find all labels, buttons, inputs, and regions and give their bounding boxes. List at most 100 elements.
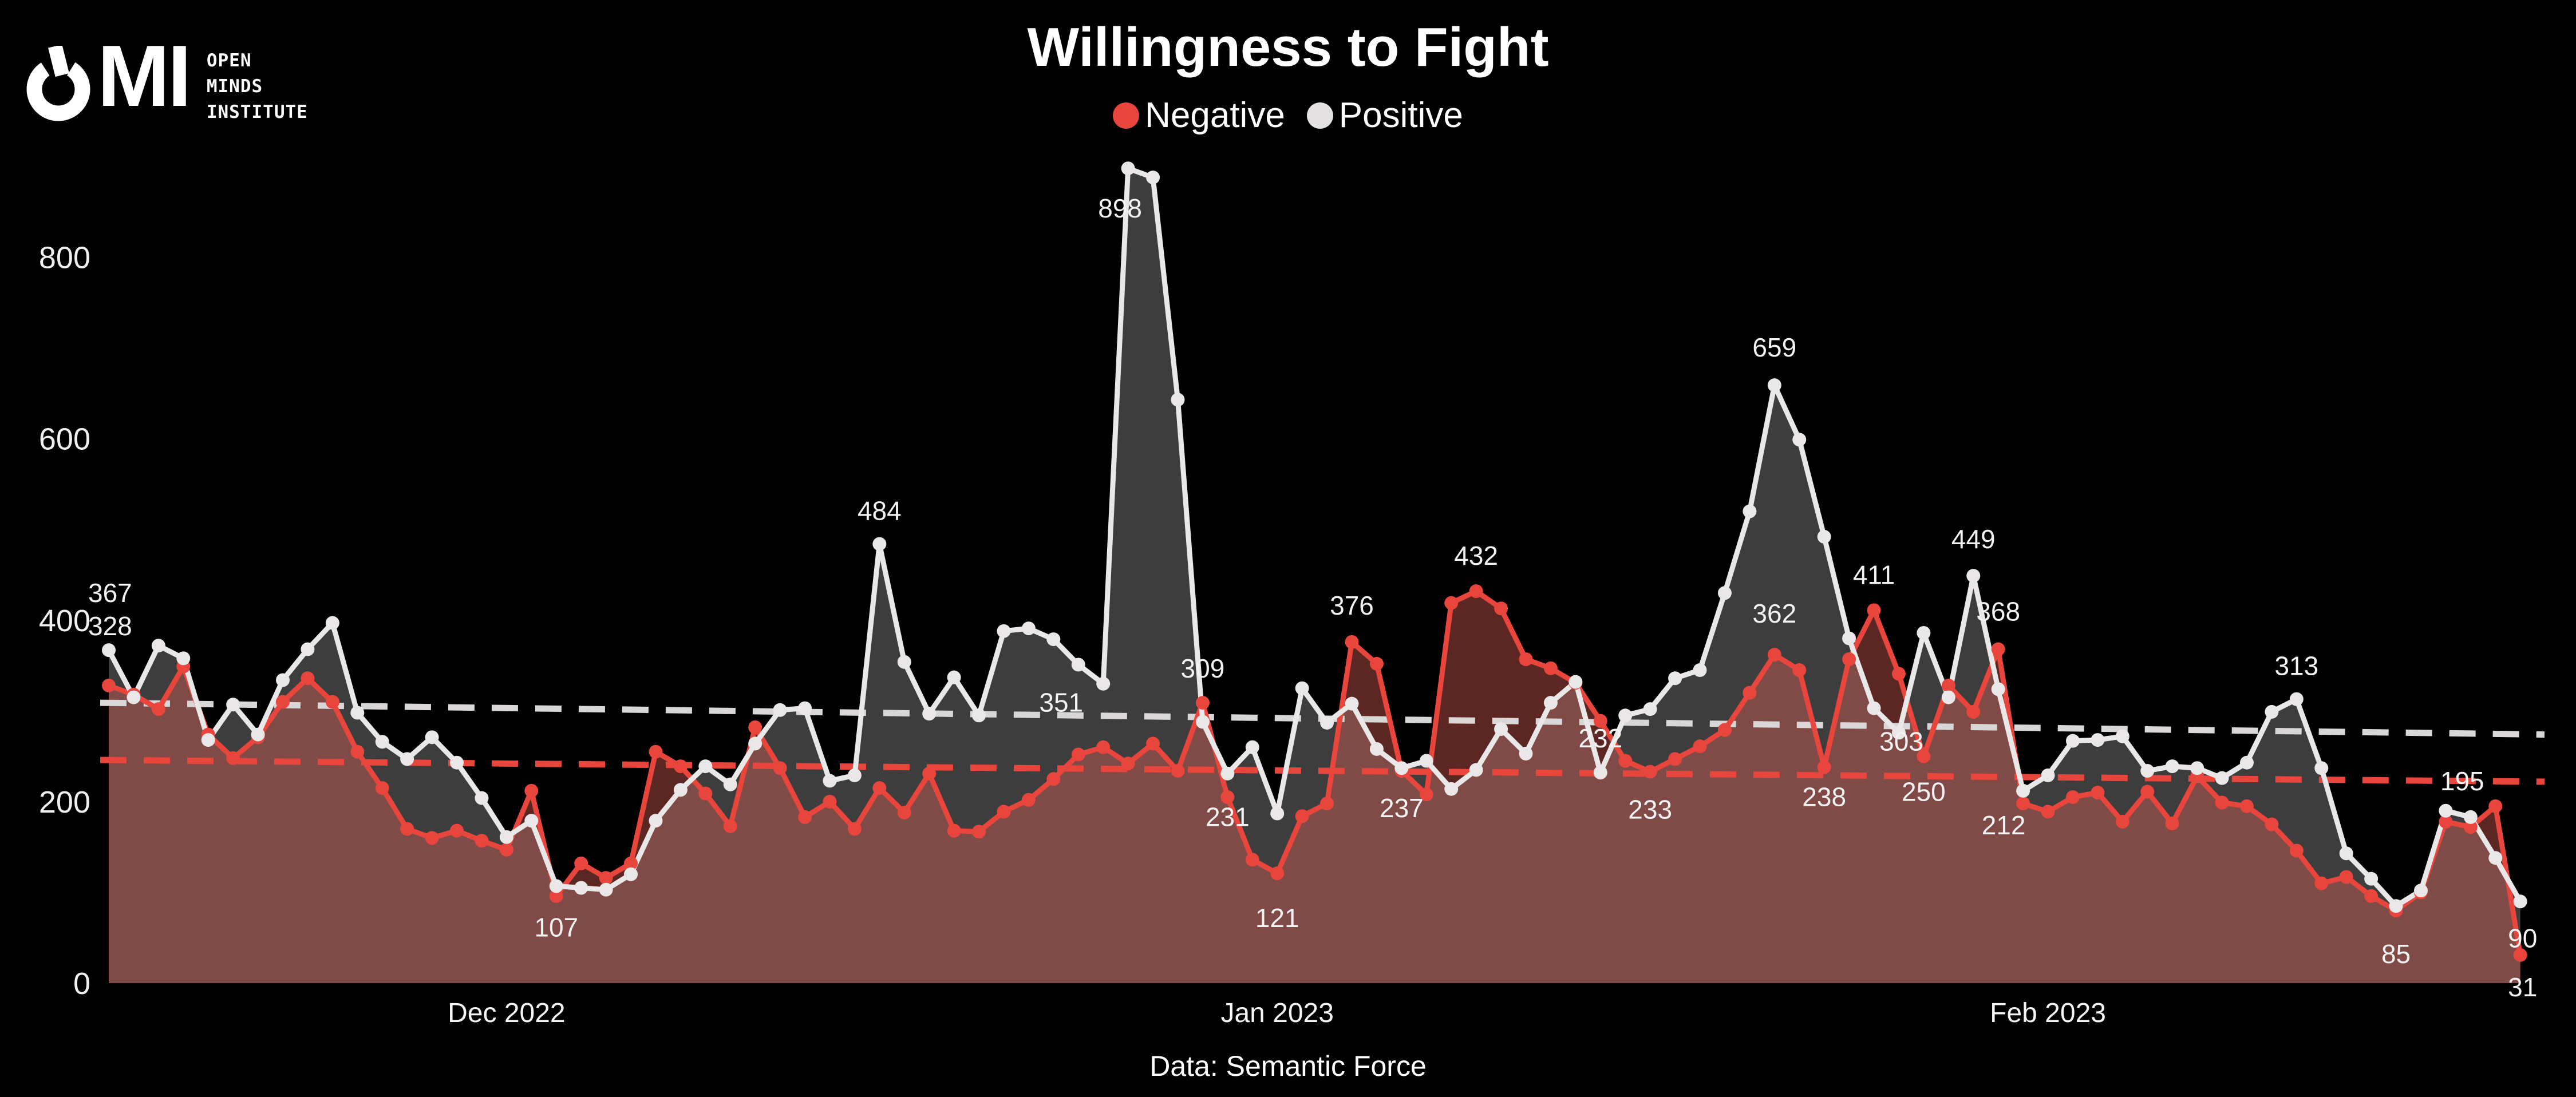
positive-data-point bbox=[997, 624, 1011, 638]
negative-data-point bbox=[2041, 805, 2055, 819]
negative-data-point bbox=[2339, 870, 2353, 884]
positive-data-point bbox=[2314, 761, 2329, 775]
point-value-label: 376 bbox=[1330, 591, 1374, 620]
negative-trend-dashed-line bbox=[100, 757, 2545, 785]
point-value-label: 898 bbox=[1098, 193, 1142, 223]
positive-data-point bbox=[2339, 846, 2353, 861]
negative-data-point bbox=[1021, 793, 1036, 807]
positive-data-point bbox=[499, 830, 513, 844]
positive-data-point bbox=[1693, 663, 1707, 678]
positive-data-point bbox=[1171, 393, 1185, 407]
positive-data-point bbox=[1891, 726, 1906, 740]
negative-data-point bbox=[475, 834, 489, 848]
positive-data-point bbox=[1320, 715, 1334, 730]
negative-data-point bbox=[624, 856, 638, 870]
negative-data-point bbox=[947, 823, 961, 838]
negative-data-point bbox=[1717, 723, 1732, 737]
negative-data-point bbox=[1693, 739, 1707, 754]
positive-data-point bbox=[2016, 783, 2030, 798]
positive-data-point bbox=[922, 707, 937, 721]
positive-data-point bbox=[698, 759, 713, 774]
positive-data-point bbox=[1146, 171, 1160, 185]
positive-data-point bbox=[325, 616, 339, 630]
positive-data-point bbox=[1842, 631, 1856, 645]
positive-data-point bbox=[1743, 504, 1757, 518]
positive-data-point bbox=[400, 752, 414, 766]
positive-data-point bbox=[2513, 894, 2527, 909]
positive-data-point bbox=[2389, 899, 2403, 913]
point-value-label: 362 bbox=[1752, 599, 1796, 628]
positive-data-point bbox=[2140, 763, 2155, 778]
positive-data-point bbox=[624, 867, 638, 881]
positive-data-point bbox=[1643, 702, 1657, 716]
positive-data-point bbox=[1071, 658, 1085, 672]
legend-item-positive[interactable]: Positive bbox=[1306, 95, 1463, 136]
negative-data-point bbox=[2165, 816, 2179, 830]
y-axis-tick-label: 0 bbox=[73, 967, 90, 1001]
positive-data-point bbox=[1295, 681, 1309, 695]
negative-data-point bbox=[1345, 635, 1359, 649]
point-value-label: 432 bbox=[1454, 541, 1498, 571]
negative-data-point bbox=[1543, 661, 1558, 675]
negative-data-point bbox=[1792, 663, 1807, 678]
negative-data-point bbox=[1767, 648, 1781, 662]
negative-data-point bbox=[2439, 814, 2453, 829]
negative-data-point bbox=[1842, 652, 1856, 666]
positive-data-point bbox=[723, 777, 737, 791]
negative-data-point bbox=[1320, 797, 1334, 811]
y-axis-tick-label: 400 bbox=[39, 604, 90, 638]
negative-data-point bbox=[1171, 763, 1185, 778]
negative-data-point bbox=[1096, 740, 1111, 754]
negative-data-point bbox=[1941, 678, 1955, 692]
positive-data-point bbox=[1966, 569, 1981, 583]
point-value-label: 107 bbox=[534, 912, 578, 942]
negative-data-point bbox=[1295, 809, 1309, 823]
legend-item-negative[interactable]: Negative bbox=[1113, 95, 1285, 136]
y-axis-tick-label: 800 bbox=[39, 241, 90, 275]
positive-data-point bbox=[1717, 586, 1732, 600]
negative-data-point bbox=[2140, 785, 2155, 799]
legend-label-positive: Positive bbox=[1338, 96, 1463, 135]
positive-data-point bbox=[2065, 734, 2080, 748]
positive-data-point bbox=[2439, 803, 2453, 818]
y-axis-tick-label: 600 bbox=[39, 422, 90, 457]
positive-data-point bbox=[1817, 529, 1831, 544]
point-value-label: 121 bbox=[1255, 903, 1299, 933]
positive-data-point bbox=[1568, 675, 1583, 689]
positive-data-point bbox=[1220, 766, 1235, 781]
negative-data-point bbox=[1618, 754, 1633, 768]
negative-data-point bbox=[2215, 795, 2229, 810]
x-axis-tick-label: Dec 2022 bbox=[448, 998, 565, 1028]
negative-data-point bbox=[425, 831, 439, 845]
positive-data-point bbox=[1991, 682, 2005, 696]
positive-data-point bbox=[798, 701, 812, 715]
negative-data-point bbox=[1817, 760, 1831, 774]
negative-data-point bbox=[1046, 772, 1061, 786]
x-axis-tick-label: Jan 2023 bbox=[1220, 998, 1334, 1028]
positive-data-point bbox=[1618, 708, 1633, 723]
negative-data-point bbox=[2016, 797, 2030, 811]
positive-data-point bbox=[2265, 704, 2279, 719]
point-value-label: 313 bbox=[2274, 651, 2318, 681]
positive-data-point bbox=[574, 881, 588, 895]
negative-data-point bbox=[972, 825, 986, 839]
negative-data-point bbox=[1494, 601, 1508, 616]
positive-data-point bbox=[1792, 433, 1807, 447]
point-value-label: 212 bbox=[1982, 810, 2026, 840]
negative-data-point bbox=[773, 761, 787, 775]
positive-data-point bbox=[1270, 806, 1285, 821]
positive-data-point bbox=[872, 537, 887, 551]
positive-data-point bbox=[1096, 676, 1111, 691]
positive-data-point bbox=[673, 783, 688, 797]
negative-data-point bbox=[2239, 799, 2254, 813]
negative-data-point bbox=[847, 822, 862, 836]
positive-data-point bbox=[1419, 754, 1433, 768]
y-axis-tick-label: 200 bbox=[39, 785, 90, 819]
positive-data-point bbox=[1469, 763, 1483, 777]
positive-data-point bbox=[251, 727, 265, 742]
positive-data-point bbox=[1046, 632, 1061, 647]
negative-data-point bbox=[2289, 843, 2304, 858]
point-value-label: 309 bbox=[1181, 654, 1225, 683]
positive-data-point bbox=[1593, 766, 1607, 780]
